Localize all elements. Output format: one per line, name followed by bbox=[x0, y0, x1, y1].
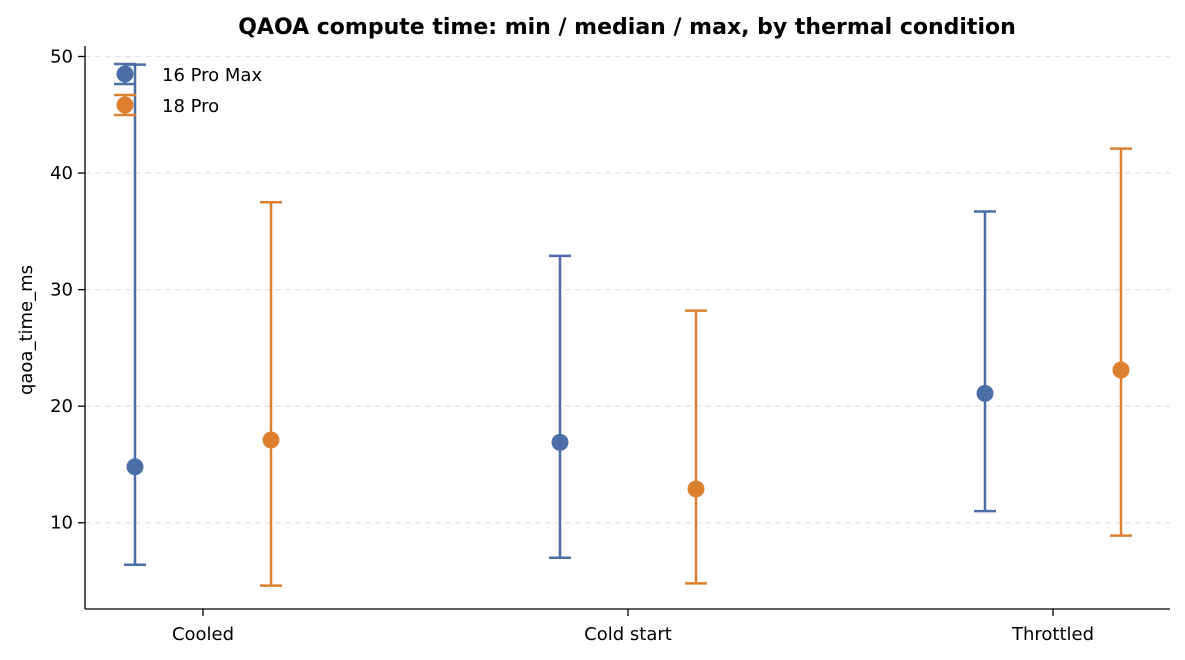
data-marks bbox=[124, 63, 1132, 587]
y-tick-label: 30 bbox=[50, 280, 73, 301]
errorbar bbox=[974, 210, 996, 513]
x-ticks: Cooled Cold start Throttled bbox=[172, 609, 1094, 645]
legend-swatch-marker bbox=[116, 96, 134, 114]
median-point bbox=[126, 458, 144, 476]
y-tick-label: 20 bbox=[50, 396, 73, 417]
errorbar bbox=[1110, 147, 1132, 537]
errorbar bbox=[549, 254, 571, 559]
median-point bbox=[551, 433, 569, 451]
legend-entry: 16 Pro Max bbox=[114, 62, 262, 86]
x-tick-label: Cold start bbox=[584, 624, 672, 645]
median-point bbox=[976, 384, 994, 402]
chart-title: QAOA compute time: min / median / max, b… bbox=[238, 15, 1016, 40]
legend-entry: 18 Pro bbox=[114, 93, 219, 117]
median-point bbox=[262, 431, 280, 449]
legend-swatch-marker bbox=[116, 65, 134, 83]
axes bbox=[84, 46, 1170, 610]
y-tick-label: 50 bbox=[50, 46, 73, 67]
y-ticks: 10 20 30 40 50 bbox=[50, 46, 85, 534]
median-point bbox=[687, 480, 705, 498]
legend-label: 16 Pro Max bbox=[162, 65, 262, 86]
legend: 16 Pro Max 18 Pro bbox=[114, 62, 262, 117]
gridlines bbox=[85, 55, 1170, 524]
y-axis-label: qaoa_time_ms bbox=[16, 265, 37, 395]
y-tick-label: 40 bbox=[50, 163, 73, 184]
errorbar bbox=[685, 309, 707, 585]
median-point bbox=[1112, 361, 1130, 379]
x-tick-label: Throttled bbox=[1011, 624, 1094, 645]
x-tick-label: Cooled bbox=[172, 624, 234, 645]
errorbar bbox=[260, 200, 282, 587]
errorbar bbox=[124, 63, 146, 566]
y-tick-label: 10 bbox=[50, 513, 73, 534]
legend-label: 18 Pro bbox=[162, 96, 219, 117]
